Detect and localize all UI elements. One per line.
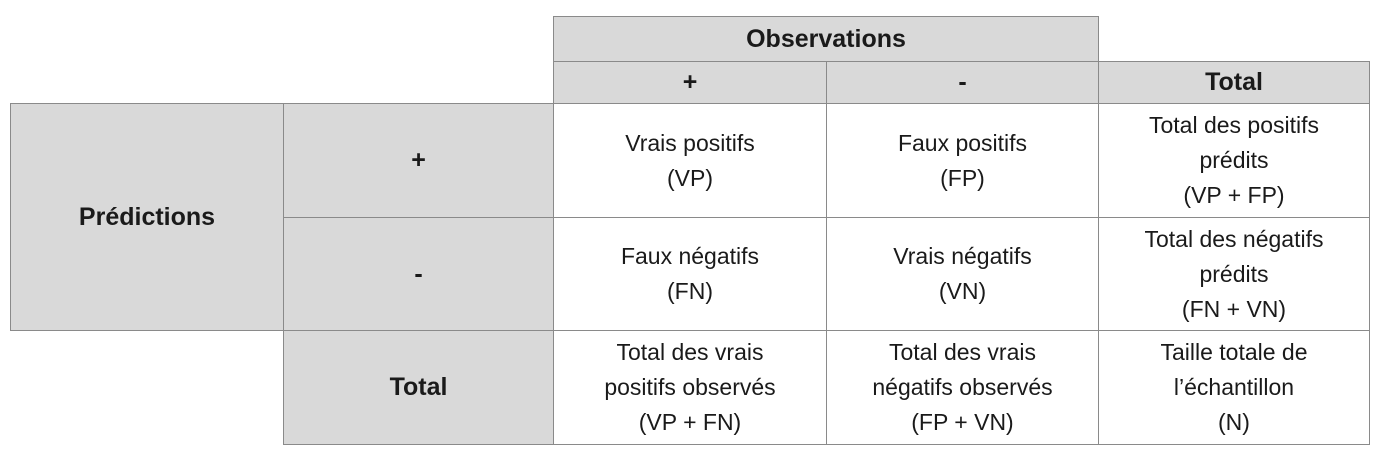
cell-line: (VP + FN) <box>638 409 742 435</box>
column-total-label: Total <box>1205 68 1263 96</box>
row-header-plus: + <box>283 103 554 218</box>
cell-line: (VP) <box>667 164 713 191</box>
cell-line: l’échantillon <box>1173 374 1295 400</box>
column-plus-label: + <box>682 68 698 96</box>
cell-true-positives: Vrais positifs (VP) <box>553 103 827 218</box>
cell-line: Total des vrais <box>616 339 764 365</box>
cell-false-negatives: Faux négatifs (FN) <box>553 217 827 331</box>
row-total-label: Total <box>389 373 448 401</box>
cell-sample-size: Taille totale de l’échantillon (N) <box>1098 330 1370 445</box>
cell-line: Vrais négatifs <box>893 243 1032 269</box>
observations-label: Observations <box>746 24 906 53</box>
row-header-total: Total <box>283 330 554 445</box>
row-plus-label: + <box>411 146 426 174</box>
cell-line: Vrais positifs <box>625 129 755 156</box>
cell-true-negatives: Vrais négatifs (VN) <box>826 217 1099 331</box>
cell-line: Faux positifs <box>897 129 1028 156</box>
cell-line: (FN) <box>667 278 713 304</box>
cell-line: (FP) <box>940 164 985 191</box>
cell-total-observed-negatives: Total des vrais négatifs observés (FP + … <box>826 330 1099 445</box>
row-header-minus: - <box>283 217 554 331</box>
cell-line: (VP + FP) <box>1183 182 1285 208</box>
cell-line: Taille totale de <box>1160 339 1308 365</box>
column-header-minus: - <box>826 61 1099 104</box>
cell-line: négatifs observés <box>872 374 1053 400</box>
column-header-plus: + <box>553 61 827 104</box>
column-minus-label: - <box>958 68 967 96</box>
cell-line: (N) <box>1218 409 1250 435</box>
cell-line: (VN) <box>938 278 987 304</box>
cell-false-positives: Faux positifs (FP) <box>826 103 1099 218</box>
cell-line: Total des positifs <box>1148 112 1320 138</box>
cell-total-predicted-negatives: Total des négatifs prédits (FN + VN) <box>1098 217 1370 331</box>
cell-total-predicted-positives: Total des positifs prédits (VP + FP) <box>1098 103 1370 218</box>
predictions-label: Prédictions <box>78 202 216 231</box>
cell-line: positifs observés <box>604 374 776 400</box>
cell-line: (FN + VN) <box>1181 295 1287 322</box>
cell-line: Total des vrais <box>888 339 1036 365</box>
cell-line: prédits <box>1199 260 1269 287</box>
cell-total-observed-positives: Total des vrais positifs observés (VP + … <box>553 330 827 445</box>
cell-line: Total des négatifs <box>1144 225 1324 252</box>
observations-header: Observations <box>553 16 1099 62</box>
predictions-header: Prédictions <box>10 103 284 331</box>
column-header-total: Total <box>1098 61 1370 104</box>
cell-line: prédits <box>1199 147 1269 173</box>
cell-line: Faux négatifs <box>620 243 760 269</box>
cell-line: (FP + VN) <box>911 409 1014 435</box>
row-minus-label: - <box>414 259 423 288</box>
